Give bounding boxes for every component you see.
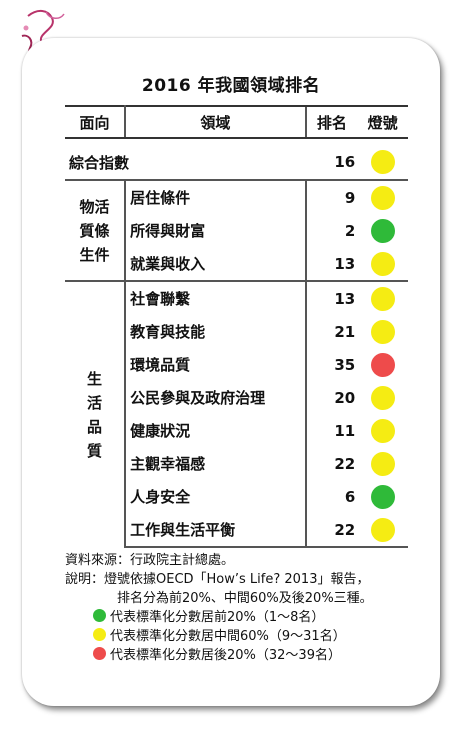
domain-label: 就業與收入 (125, 247, 306, 282)
table-row: 公民參與及政府治理 20 (65, 381, 408, 414)
rank-value: 2 (304, 214, 358, 247)
table-row: 環境品質 35 (65, 348, 408, 381)
domain-label: 公民參與及政府治理 (130, 389, 266, 407)
legend-dot-icon (93, 609, 106, 622)
legend-item: 代表標準化分數居前20%（1～8名） (65, 608, 425, 627)
legend-text: 代表標準化分數居中間60%（9～31名） (110, 629, 346, 644)
rank-value: 20 (304, 381, 358, 414)
rank-value: 22 (304, 513, 358, 548)
header-direction: 面向 (65, 105, 127, 139)
table-header-row: 面向 領域 排名 燈號 (65, 105, 408, 139)
rank-value: 13 (304, 247, 358, 282)
explain-note-2: 排名分為前20%、中間60%及後20%三種。 (117, 591, 373, 606)
traffic-light-icon (370, 218, 395, 243)
table-row: 健康狀況 11 (65, 414, 408, 447)
legend: 代表標準化分數居前20%（1～8名） 代表標準化分數居中間60%（9～31名） 代表… (65, 608, 425, 665)
domain-label: 社會聯繫 (125, 280, 306, 315)
table-row: 主觀幸福感 22 (65, 447, 408, 480)
overall-row: 綜合指數 16 (65, 145, 408, 181)
traffic-light-icon (370, 251, 395, 276)
legend-item: 代表標準化分數居後20%（32～39名） (65, 646, 425, 665)
traffic-light-icon (370, 352, 395, 377)
group-label: 物活質條生件 (79, 197, 110, 264)
domain-label: 教育與技能 (130, 323, 206, 341)
table-row: 就業與收入 13 (65, 247, 408, 282)
explain-note-1: 說明：燈號依據OECD「How’s Life? 2013」報告， (65, 572, 370, 587)
table-row: 生活品質 社會聯繫 13 (65, 280, 408, 547)
rank-value: 9 (304, 179, 358, 214)
rank-value: 6 (304, 480, 358, 513)
legend-text: 代表標準化分數居後20%（32～39名） (110, 648, 341, 663)
domain-label: 居住條件 (125, 179, 306, 214)
traffic-light-icon (370, 517, 395, 542)
traffic-light-icon (370, 319, 395, 344)
source-note: 資料來源：行政院主計總處。 (65, 553, 235, 568)
legend-text: 代表標準化分數居前20%（1～8名） (110, 610, 325, 625)
rank-value: 22 (304, 447, 358, 480)
notes: 資料來源：行政院主計總處。 說明：燈號依據OECD「How’s Life? 20… (65, 551, 425, 665)
overall-light-icon (370, 150, 395, 174)
legend-dot-icon (93, 647, 106, 660)
domain-label: 環境品質 (130, 356, 191, 374)
card-title: 2016 年我國領域排名 (141, 76, 321, 96)
traffic-light-icon (370, 385, 395, 410)
domain-label: 主觀幸福感 (130, 455, 206, 473)
traffic-light-icon (370, 286, 395, 311)
ranking-card: 2016 年我國領域排名 面向 領域 排名 燈號 綜合指數 16 物活質條生件居… (22, 38, 440, 706)
group-label: 生活品質 (87, 369, 103, 460)
overall-rank: 16 (305, 145, 358, 181)
traffic-light-icon (370, 451, 395, 476)
rank-value: 11 (304, 414, 358, 447)
table-row: 人身安全 6 (65, 480, 408, 513)
traffic-light-icon (370, 484, 395, 509)
traffic-light-icon (370, 418, 395, 443)
domain-label: 所得與財富 (130, 222, 206, 240)
header-domain: 領域 (125, 105, 306, 139)
rank-value: 35 (304, 348, 358, 381)
rank-value: 21 (304, 315, 358, 348)
header-light: 燈號 (357, 105, 408, 139)
table-row: 物活質條生件 居住條件 9 (65, 179, 408, 281)
legend-dot-icon (93, 628, 106, 641)
table-row: 教育與技能 21 (65, 315, 408, 348)
domain-label: 工作與生活平衡 (125, 513, 306, 548)
table-row: 所得與財富 2 (65, 214, 408, 247)
header-rank: 排名 (304, 105, 358, 139)
traffic-light-icon (370, 185, 395, 210)
rank-value: 13 (304, 280, 358, 315)
domain-label: 人身安全 (130, 488, 191, 506)
table-row: 工作與生活平衡 22 (65, 513, 408, 548)
ranking-table: 面向 領域 排名 燈號 綜合指數 16 物活質條生件 居住條件 9 所得與財富 2 就業與… (65, 105, 408, 548)
domain-label: 健康狀況 (130, 422, 191, 440)
legend-item: 代表標準化分數居中間60%（9～31名） (65, 627, 425, 646)
overall-label: 綜合指數 (65, 145, 306, 181)
